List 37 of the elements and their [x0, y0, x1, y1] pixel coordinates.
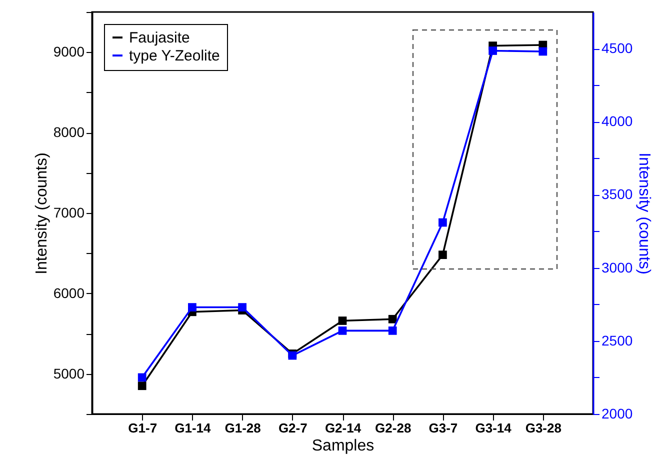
y2-tick-label: 4500: [602, 40, 633, 56]
y-tick-label: 5000: [53, 365, 85, 382]
y2-tick-label: 3000: [602, 259, 633, 276]
point: [138, 373, 146, 382]
y2-tick-label: 3500: [602, 186, 633, 202]
x-tick-label: G3-14: [475, 420, 512, 436]
y-tick-label: 8000: [53, 124, 85, 140]
legend-label: Faujasite: [129, 30, 190, 46]
point: [438, 250, 447, 259]
legend-label: type Y-Zeolite: [129, 48, 220, 64]
x-tick-label: G3-7: [428, 420, 458, 436]
y2-tick-label: 4000: [602, 113, 633, 130]
x-tick-label: G3-28: [525, 420, 562, 436]
x-tick-label: G2-7: [278, 420, 308, 436]
point: [338, 316, 347, 325]
point: [188, 303, 196, 312]
point: [238, 303, 246, 312]
y-axis-title: Intensity (counts): [33, 152, 50, 274]
x-tick-label: G2-14: [324, 420, 362, 436]
point: [388, 326, 397, 335]
point: [338, 326, 347, 335]
point: [438, 218, 447, 227]
y-tick-label: 7000: [53, 204, 85, 220]
y-tick-label: 9000: [53, 44, 85, 60]
x-tick-label: G1-28: [224, 420, 261, 436]
point: [138, 382, 146, 390]
point: [388, 314, 397, 324]
x-tick-label: G1-14: [174, 420, 212, 436]
x-axis-title: Samples: [312, 438, 374, 454]
y2-axis-title: Intensity (counts): [636, 152, 653, 274]
x-tick-label: G1-7: [128, 420, 158, 436]
point: [488, 46, 497, 55]
y2-tick-label: 2000: [602, 406, 633, 422]
y-tick-label: 6000: [53, 284, 85, 301]
x-tick-label: G2-28: [375, 420, 412, 436]
y2-tick-label: 2500: [602, 332, 633, 348]
point: [538, 47, 548, 56]
